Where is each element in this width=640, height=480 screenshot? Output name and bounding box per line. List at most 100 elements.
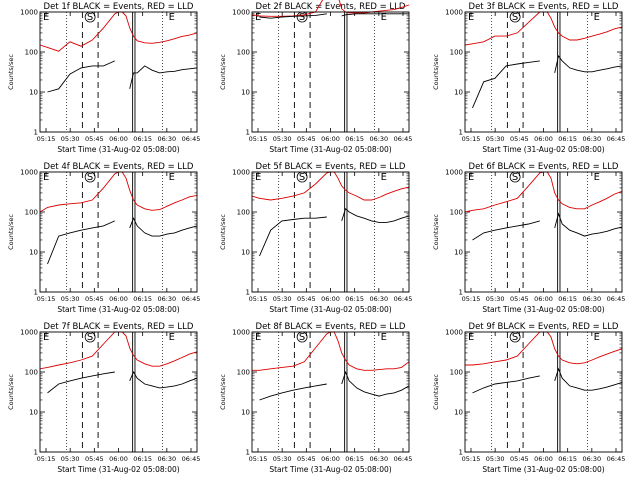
detector-panel: Det 6f BLACK = Events, RED = LLD Counts/s… [432, 162, 625, 314]
x-tick-label: 06:30 [369, 455, 388, 463]
y-tick-label: 1000 [445, 169, 463, 177]
x-tick-label: 06:30 [582, 455, 601, 463]
x-axis-label: Start Time (31-Aug-02 05:08:00) [269, 145, 391, 154]
y-axis-label: Counts/sec [432, 214, 440, 250]
x-tick-label: 05:30 [61, 295, 80, 303]
plot-frame [251, 331, 410, 453]
y-tick-label: 100 [450, 369, 463, 377]
y-tick-label: 1000 [20, 9, 38, 17]
x-tick-label: 05:15 [249, 135, 268, 143]
x-tick-label: 05:45 [297, 295, 316, 303]
x-tick-label: 05:30 [273, 455, 292, 463]
y-tick-label: 10 [241, 89, 250, 97]
x-tick-label: 06:45 [182, 135, 201, 143]
y-tick-label: 10 [29, 89, 38, 97]
x-tick-label: 06:15 [558, 455, 577, 463]
x-tick-label: 06:30 [582, 135, 601, 143]
x-tick-label: 06:00 [534, 295, 553, 303]
marker-label: E [381, 12, 387, 23]
series-events-line [259, 13, 409, 19]
x-tick-label: 06:15 [345, 295, 364, 303]
x-tick-label: 06:30 [157, 135, 176, 143]
y-axis-label: Counts/sec [432, 374, 440, 410]
x-tick-label: 06:30 [369, 295, 388, 303]
x-tick-label: 05:15 [37, 455, 56, 463]
x-tick-label: 06:15 [558, 135, 577, 143]
x-axis-label: Start Time (31-Aug-02 05:08:00) [482, 305, 604, 314]
x-tick-label: 06:15 [133, 455, 152, 463]
x-tick-label: 06:45 [607, 455, 626, 463]
marker-label: E [43, 332, 49, 343]
y-tick-label: 1000 [232, 9, 250, 17]
y-tick-label: 1000 [232, 329, 250, 337]
series-events-line [259, 208, 410, 257]
plot-frame [39, 11, 198, 133]
y-tick-label: 1000 [445, 9, 463, 17]
x-tick-label: 05:15 [37, 135, 56, 143]
series-events-line [259, 370, 410, 401]
y-tick-label: 10 [29, 249, 38, 257]
x-tick-label: 05:30 [61, 135, 80, 143]
y-tick-label: 100 [450, 49, 463, 57]
marker-label: S [87, 332, 93, 343]
x-tick-label: 05:30 [273, 295, 292, 303]
marker-label: S [299, 12, 305, 23]
marker-label: S [512, 12, 518, 23]
x-tick-label: 05:30 [273, 135, 292, 143]
detector-panel: Det 9f BLACK = Events, RED = LLD Counts/s… [432, 322, 625, 474]
x-tick-label: 05:45 [510, 455, 529, 463]
y-tick-label: 1 [246, 129, 250, 137]
y-tick-label: 1 [246, 289, 250, 297]
y-tick-label: 100 [450, 209, 463, 217]
y-tick-label: 10 [454, 89, 463, 97]
plot-frame [464, 11, 623, 133]
x-axis-label: Start Time (31-Aug-02 05:08:00) [269, 305, 391, 314]
y-tick-label: 1 [34, 289, 38, 297]
x-tick-label: 05:15 [37, 295, 56, 303]
series-lld-line [251, 0, 410, 17]
x-axis-label: Start Time (31-Aug-02 05:08:00) [57, 465, 179, 474]
series-lld-line [252, 331, 410, 371]
detector-panel: Det 4f BLACK = Events, RED = LLD Counts/s… [7, 162, 200, 314]
series-lld-line [39, 331, 198, 370]
detector-panel: Det 2f BLACK = Events, RED = LLD Counts/s… [219, 0, 412, 154]
series-lld-line [251, 171, 410, 201]
y-tick-label: 100 [237, 209, 250, 217]
series-events-line [472, 212, 623, 241]
panel-title: Det 7f BLACK = Events, RED = LLD [44, 322, 194, 332]
x-tick-label: 05:15 [249, 295, 268, 303]
plot-frame [39, 171, 198, 293]
marker-label: S [87, 172, 93, 183]
series-events-line [472, 54, 623, 109]
marker-label: E [169, 172, 175, 183]
detector-panel: Det 1f BLACK = Events, RED = LLD Counts/s… [7, 2, 200, 154]
plot-frame [251, 11, 410, 133]
panel-title: Det 1f BLACK = Events, RED = LLD [44, 2, 194, 12]
series-lld-line [464, 11, 623, 46]
y-tick-label: 100 [237, 369, 250, 377]
x-axis-label: Start Time (31-Aug-02 05:08:00) [269, 465, 391, 474]
x-axis-label: Start Time (31-Aug-02 05:08:00) [482, 465, 604, 474]
panel-title: Det 2f BLACK = Events, RED = LLD [256, 2, 406, 12]
x-tick-label: 06:45 [607, 295, 626, 303]
marker-label: E [43, 172, 49, 183]
detector-panel: Det 8f BLACK = Events, RED = LLD Counts/s… [219, 322, 412, 474]
y-axis-label: Counts/sec [7, 54, 15, 90]
plot-frame [39, 331, 198, 453]
marker-label: S [512, 172, 518, 183]
marker-label: E [255, 172, 261, 183]
y-tick-label: 100 [25, 209, 38, 217]
y-tick-label: 1 [246, 449, 250, 457]
x-tick-label: 05:45 [85, 295, 104, 303]
y-tick-label: 10 [454, 249, 463, 257]
x-tick-label: 05:15 [249, 455, 268, 463]
x-tick-label: 06:45 [182, 295, 201, 303]
x-tick-label: 06:45 [394, 295, 413, 303]
y-tick-label: 1 [459, 449, 463, 457]
x-tick-label: 06:45 [607, 135, 626, 143]
y-tick-label: 100 [237, 49, 250, 57]
x-tick-label: 05:45 [85, 455, 104, 463]
x-tick-label: 06:30 [157, 295, 176, 303]
y-tick-label: 1 [34, 449, 38, 457]
